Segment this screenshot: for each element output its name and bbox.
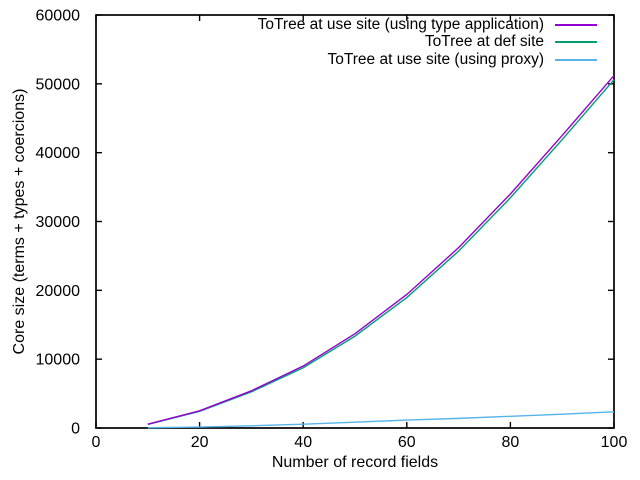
legend-line-sample <box>555 23 597 26</box>
y-tick-label: 50000 <box>36 76 81 93</box>
series-line-0 <box>147 75 615 425</box>
axis-tick-labels: 0 20 40 60 80 100 0 10000 20000 30000 40000 50000 60… <box>36 8 628 452</box>
plot-border <box>95 14 615 429</box>
legend-line-sample <box>555 41 597 44</box>
y-tick-label: 30000 <box>36 214 81 231</box>
legend-item: ToTree at use site (using proxy) <box>258 51 597 69</box>
x-tick-label: 100 <box>601 434 628 451</box>
y-axis-label: Core size (terms + types + coercions) <box>11 89 28 355</box>
y-tick-label: 60000 <box>36 8 81 25</box>
legend-item: ToTree at use site (using type applicati… <box>258 16 597 34</box>
x-tick-label: 0 <box>92 434 101 451</box>
series-line-1 <box>147 79 615 426</box>
legend-item: ToTree at def site <box>258 33 597 52</box>
y-tick-label: 20000 <box>36 283 81 300</box>
axis-ticks <box>95 14 615 429</box>
legend-label: ToTree at use site (using type applicati… <box>257 15 544 33</box>
legend-label: ToTree at use site (using proxy) <box>327 50 544 68</box>
legend-label: ToTree at def site <box>424 33 544 51</box>
y-tick-label: 10000 <box>36 352 81 369</box>
x-axis-label: Number of record fields <box>272 454 438 471</box>
x-tick-label: 80 <box>502 434 520 451</box>
series-lines <box>147 75 615 429</box>
legend: ToTree at use site (using type applicati… <box>258 16 597 69</box>
x-tick-label: 20 <box>191 434 209 451</box>
y-tick-label: 0 <box>71 421 80 438</box>
legend-line-sample <box>555 58 597 61</box>
x-tick-label: 60 <box>398 434 416 451</box>
series-line-2 <box>147 411 615 429</box>
x-tick-label: 40 <box>294 434 312 451</box>
y-tick-label: 40000 <box>36 145 81 162</box>
